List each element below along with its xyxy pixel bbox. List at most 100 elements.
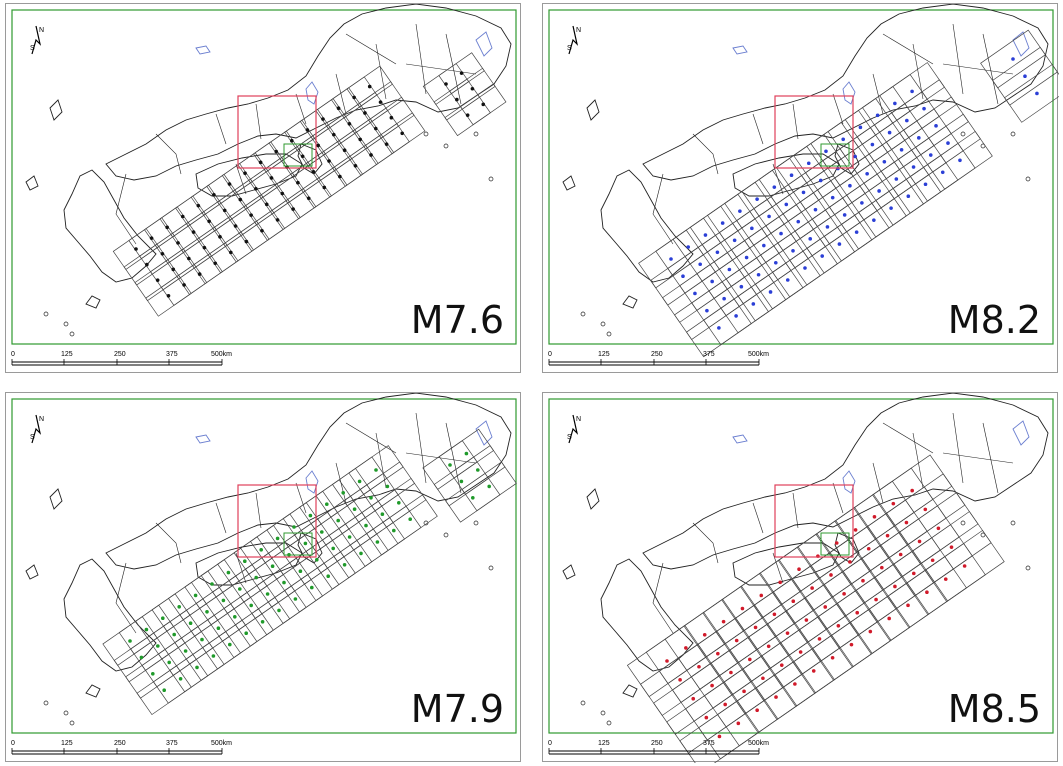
coastline [562, 564, 576, 580]
fault-point [877, 189, 881, 193]
scale-tick-label: 375 [166, 740, 178, 747]
fault-point [768, 290, 773, 294]
fault-point [817, 637, 822, 641]
fault-point [183, 649, 188, 653]
coastline [63, 558, 157, 672]
coastline [562, 175, 576, 191]
fault-point [797, 567, 801, 572]
fault-rectangle [911, 511, 992, 584]
fault-rectangle [903, 96, 969, 156]
prefecture-boundary [405, 452, 477, 464]
fault-point [274, 149, 279, 154]
map-frame [548, 398, 1054, 734]
fault-point [861, 578, 865, 583]
island [69, 720, 75, 726]
prefecture-boundary [832, 482, 844, 514]
fault-point [375, 540, 380, 544]
island [488, 565, 494, 571]
fault-point [784, 202, 789, 207]
fault-point [753, 625, 758, 630]
coastline [600, 169, 694, 283]
fault-rectangle [872, 454, 953, 527]
island [580, 311, 586, 317]
fault-point [165, 225, 169, 230]
fault-point [471, 496, 475, 500]
focus-area-box [774, 484, 854, 558]
coastline [642, 393, 1049, 570]
fault-point [260, 620, 265, 624]
fault-point [459, 71, 464, 75]
south-label: S [567, 45, 572, 52]
lake [195, 45, 211, 55]
fault-point [885, 533, 890, 538]
prefecture-boundary [982, 33, 999, 105]
fault-point [818, 178, 823, 183]
fault-point [874, 597, 878, 602]
prefecture-boundary [882, 422, 934, 454]
fault-point [962, 564, 967, 568]
fault-point [880, 565, 884, 570]
fault-point [893, 584, 897, 589]
island [1025, 565, 1031, 571]
north-label: N [576, 27, 581, 34]
fault-point [894, 177, 899, 181]
prefecture-boundary [752, 113, 764, 145]
fault-point [358, 137, 363, 142]
fault-point [238, 197, 243, 202]
fault-point [710, 279, 714, 284]
fault-point [308, 513, 313, 518]
fault-point [389, 115, 394, 120]
map-frame [548, 9, 1054, 345]
scale-tick-label: 375 [703, 740, 715, 747]
scale-tick-label: 0 [548, 351, 552, 358]
fault-point [325, 502, 329, 506]
fault-point [265, 592, 270, 596]
lake [1012, 31, 1030, 57]
fault-point [789, 173, 794, 178]
fault-rectangle [898, 492, 979, 565]
fault-point [820, 254, 824, 258]
fault-point [949, 545, 954, 549]
south-label: S [30, 45, 35, 52]
fault-point [834, 541, 839, 545]
fault-rectangle [891, 79, 957, 138]
island [606, 331, 612, 337]
fault-point [825, 225, 830, 229]
fault-point [221, 598, 226, 603]
fault-point [293, 597, 298, 601]
fault-point [732, 238, 737, 243]
prefecture-boundary [335, 73, 347, 115]
fault-point [958, 158, 962, 163]
scale-tick-label: 0 [548, 740, 552, 747]
prefecture-boundary [235, 163, 247, 195]
magnitude-label: M8.2 [947, 298, 1041, 342]
island [63, 321, 69, 327]
prefecture-boundary [912, 432, 924, 489]
fault-rectangle [371, 477, 427, 528]
prefecture-boundary [255, 492, 262, 529]
fault-point [734, 314, 738, 318]
scale-tick-label: 125 [61, 351, 73, 358]
north-label: N [576, 416, 581, 423]
fault-point [830, 655, 835, 660]
fault-point [860, 201, 864, 205]
island [1010, 520, 1016, 526]
fault-point [722, 296, 726, 301]
fault-point [830, 195, 835, 200]
fault-point [755, 708, 759, 713]
fault-point [702, 632, 707, 637]
map-canvas: NS [11, 393, 517, 755]
fault-point [373, 126, 378, 131]
fault-point [773, 260, 778, 265]
fault-point [868, 629, 873, 634]
prefecture-boundary [952, 412, 964, 484]
map-canvas: NS [11, 4, 517, 366]
fault-point [872, 218, 876, 222]
fault-point [791, 599, 796, 603]
rupture-zones [638, 29, 1059, 358]
fault-point [911, 165, 916, 169]
fault-point [801, 190, 806, 195]
fault-point [870, 142, 875, 147]
fault-point [151, 672, 155, 676]
